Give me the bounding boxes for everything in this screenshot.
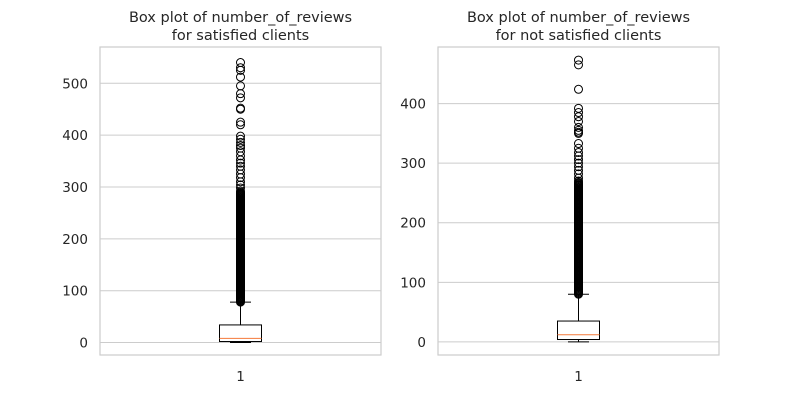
outlier-point	[236, 147, 245, 157]
y-tick-label: 300	[62, 180, 88, 196]
outlier-point	[236, 186, 245, 196]
outlier-point	[574, 176, 583, 186]
outlier-point	[574, 103, 583, 113]
outlier-point	[236, 183, 245, 193]
outlier-point	[236, 158, 245, 168]
iqr-box	[219, 324, 262, 343]
outlier-point	[574, 116, 583, 126]
chart-panel-2: 0 100 200 300 400 1 Box plot of number_of_revi…	[400, 10, 720, 385]
outlier-point	[236, 120, 245, 130]
y-tick-label: 100	[62, 284, 88, 300]
axes-frame	[99, 46, 382, 356]
y-tick-label: 0	[79, 336, 88, 352]
outlier-point	[236, 131, 245, 141]
iqr-box	[557, 320, 600, 341]
outlier-point	[574, 147, 583, 157]
chart-panel-1: 0 100 200 300 400 500 1 Box plot of number_of_r…	[62, 10, 382, 385]
x-tick-label: 1	[574, 369, 583, 385]
x-tick-label: 1	[236, 369, 245, 385]
y-tick-label: 100	[400, 275, 426, 291]
y-tick-label: 500	[62, 76, 88, 92]
outlier-point	[236, 63, 245, 73]
y-tick-label: 0	[417, 335, 426, 351]
y-tick-label: 400	[62, 128, 88, 144]
y-tick-label: 400	[400, 97, 426, 113]
outlier-point	[574, 165, 583, 175]
outlier-point	[574, 162, 583, 172]
outlier-point	[236, 165, 245, 175]
outlier-point	[574, 108, 583, 118]
y-tick-label: 200	[62, 232, 88, 248]
outlier-point	[236, 180, 245, 190]
outlier-point	[236, 134, 245, 144]
chart-title-line: Box plot of number_of_reviews	[129, 10, 352, 26]
outlier-point	[236, 141, 245, 151]
outlier-point	[574, 60, 583, 70]
outlier-point	[236, 58, 245, 68]
outlier-point	[574, 139, 583, 149]
outlier-point	[236, 117, 245, 127]
outlier-point	[574, 122, 583, 132]
outlier-point	[574, 125, 583, 135]
axes-frame	[437, 46, 720, 356]
y-tick-label: 300	[400, 156, 426, 172]
outlier-point	[236, 103, 245, 113]
outlier-point	[574, 169, 583, 179]
outlier-point	[574, 143, 583, 153]
outlier-point	[236, 161, 245, 171]
outlier-point	[236, 81, 245, 91]
chart-title-line: Box plot of number_of_reviews	[467, 10, 690, 26]
chart-title-line: for satisfied clients	[172, 28, 310, 44]
y-tick-label: 200	[400, 216, 426, 232]
outlier-point	[236, 93, 245, 103]
outlier-point	[574, 84, 583, 94]
outlier-point	[236, 143, 245, 153]
chart-title-line: for not satisfied clients	[496, 28, 662, 44]
outlier-point	[574, 155, 583, 165]
outlier-point	[574, 55, 583, 65]
outlier-point	[236, 137, 245, 147]
outlier-point	[236, 72, 245, 82]
outlier-point	[574, 158, 583, 168]
